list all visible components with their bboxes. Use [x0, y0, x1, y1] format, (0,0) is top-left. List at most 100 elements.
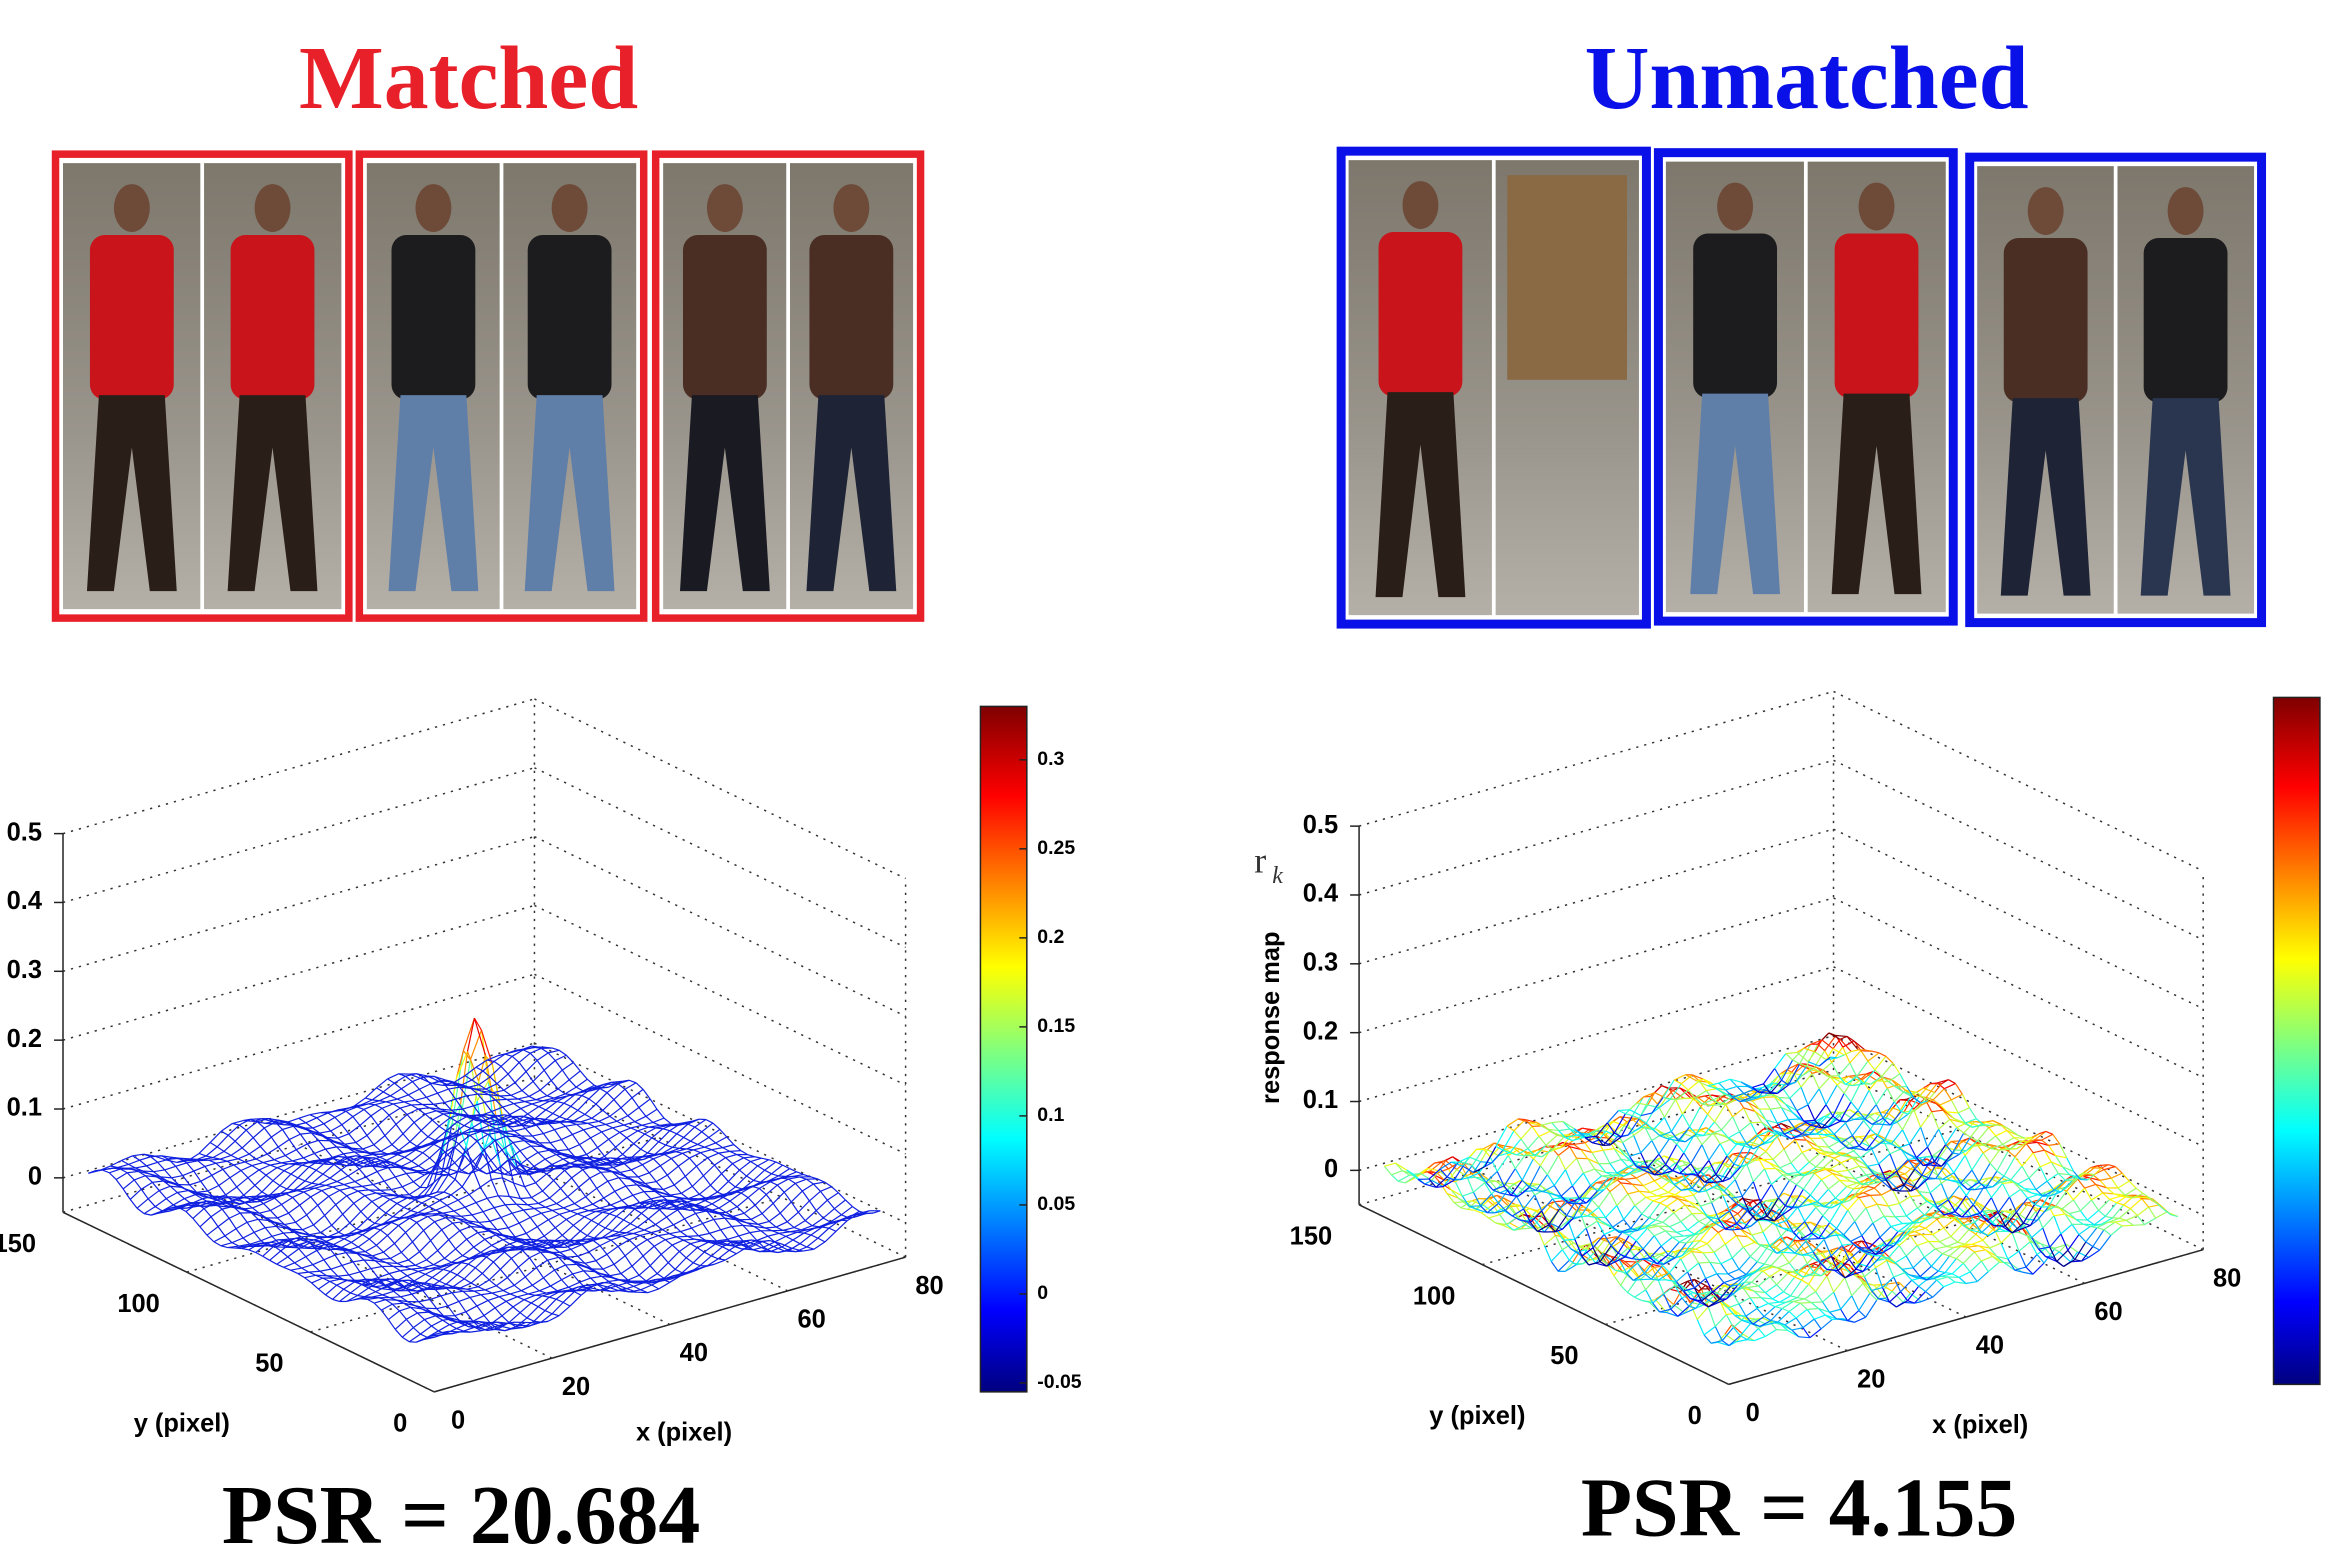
- mesh-line: [133, 1154, 144, 1156]
- mesh-line: [420, 1241, 431, 1252]
- mesh-line: [526, 1227, 537, 1234]
- mesh-line: [547, 1260, 554, 1270]
- mesh-line: [626, 1227, 637, 1233]
- mesh-line: [670, 1131, 677, 1134]
- grid-line: [534, 699, 905, 879]
- mesh-line: [374, 1300, 385, 1303]
- mesh-line: [406, 1174, 413, 1182]
- mesh-line: [227, 1159, 238, 1161]
- mesh-line: [765, 1227, 776, 1228]
- mesh-line: [777, 1179, 788, 1185]
- mesh-line: [502, 1316, 509, 1323]
- mesh-line: [762, 1203, 773, 1213]
- mesh-line: [1482, 1213, 1489, 1218]
- mesh-line: [243, 1238, 250, 1244]
- mesh-line: [412, 1242, 419, 1252]
- mesh-line: [638, 1173, 649, 1177]
- mesh-line: [344, 1182, 355, 1185]
- mesh-line: [487, 1198, 494, 1207]
- mesh-line: [772, 1165, 783, 1174]
- mesh-line: [263, 1256, 270, 1260]
- mesh-line: [467, 1239, 474, 1247]
- mesh-line: [312, 1278, 323, 1283]
- mesh-line: [838, 1193, 845, 1200]
- mesh-line: [1803, 1319, 1814, 1328]
- mesh-line: [739, 1170, 746, 1176]
- mesh-line: [309, 1167, 316, 1170]
- mesh-line: [357, 1107, 364, 1110]
- mesh-line: [554, 1126, 565, 1129]
- mesh-line: [211, 1217, 218, 1227]
- mesh-line: [539, 1107, 546, 1110]
- mesh-line: [1789, 1311, 1796, 1317]
- mesh-line: [256, 1159, 263, 1163]
- mesh-line: [329, 1196, 336, 1204]
- mesh-line: [521, 1104, 532, 1109]
- mesh-line: [350, 1212, 361, 1224]
- mesh-line: [193, 1218, 200, 1226]
- mesh-line: [427, 1251, 438, 1260]
- mesh-line: [638, 1131, 645, 1134]
- mesh-line: [560, 1106, 571, 1116]
- mesh-line: [761, 1231, 768, 1236]
- mesh-line: [360, 1125, 367, 1135]
- mesh-line: [435, 1222, 442, 1230]
- mesh-line: [532, 1104, 539, 1107]
- mesh-line: [116, 1173, 127, 1180]
- mesh-line: [320, 1131, 331, 1133]
- mesh-line: [210, 1131, 221, 1142]
- mesh-line: [812, 1218, 823, 1226]
- mesh-line: [412, 1161, 419, 1166]
- mesh-line: [183, 1171, 194, 1175]
- mesh-line: [719, 1201, 730, 1208]
- mesh-line: [1690, 1303, 1697, 1320]
- mesh-line: [316, 1170, 323, 1174]
- mesh-line: [488, 1300, 495, 1307]
- mesh-line: [266, 1168, 277, 1175]
- z-tick-label: 0: [28, 1163, 42, 1191]
- mesh-line: [583, 1170, 590, 1179]
- mesh-line: [469, 1187, 480, 1194]
- mesh-line: [597, 1181, 608, 1188]
- mesh-line: [788, 1179, 795, 1183]
- mesh-line: [333, 1187, 340, 1190]
- mesh-line: [620, 1132, 627, 1137]
- mesh-line: [379, 1199, 390, 1207]
- mesh-line: [663, 1185, 674, 1189]
- mesh-line: [492, 1240, 503, 1246]
- mesh-line: [798, 1212, 805, 1220]
- mesh-line: [234, 1165, 241, 1171]
- mesh-line: [306, 1118, 317, 1123]
- mesh-line: [845, 1200, 852, 1207]
- mesh-line: [779, 1176, 786, 1177]
- mesh-line: [832, 1187, 839, 1193]
- mesh-line: [406, 1313, 417, 1319]
- mesh-line: [204, 1209, 211, 1217]
- mesh-line: [346, 1253, 353, 1262]
- mesh-line: [1653, 1294, 1664, 1303]
- mesh-line: [794, 1221, 805, 1228]
- colorbar-tick-label: 0: [1037, 1282, 1048, 1304]
- mesh-line: [463, 1291, 470, 1297]
- mesh-line: [807, 1247, 814, 1249]
- mesh-line: [530, 1218, 537, 1227]
- mesh-line: [200, 1217, 211, 1227]
- mesh-line: [492, 1245, 499, 1249]
- mesh-line: [152, 1182, 159, 1190]
- mesh-line: [1384, 1163, 1395, 1166]
- mesh-line: [267, 1154, 274, 1160]
- mesh-line: [533, 1081, 540, 1090]
- mesh-line: [194, 1171, 201, 1181]
- mesh-line: [314, 1149, 325, 1153]
- mesh-line: [513, 1125, 524, 1127]
- mesh-line: [369, 1288, 376, 1292]
- mesh-line: [254, 1228, 265, 1233]
- mesh-line: [511, 1095, 518, 1099]
- mesh-line: [412, 1153, 423, 1162]
- mesh-line: [656, 1182, 663, 1190]
- mesh-line: [289, 1213, 296, 1222]
- mesh-line: [527, 1318, 534, 1321]
- mesh-line: [282, 1204, 289, 1213]
- mesh-line: [240, 1213, 247, 1222]
- mesh-line: [554, 1170, 565, 1180]
